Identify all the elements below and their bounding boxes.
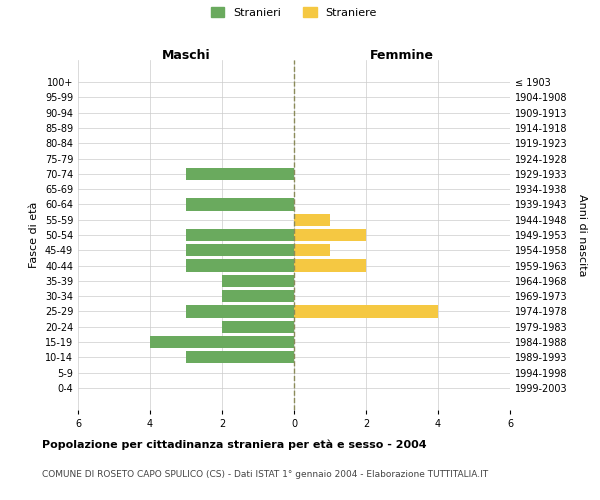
Text: Femmine: Femmine [370, 49, 434, 62]
Bar [186, 244, 294, 256]
Bar [294, 214, 330, 226]
Bar [186, 198, 294, 210]
Y-axis label: Fasce di età: Fasce di età [29, 202, 39, 268]
Bar [186, 168, 294, 180]
Y-axis label: Anni di nascita: Anni di nascita [577, 194, 587, 276]
Bar [294, 244, 330, 256]
Bar [186, 352, 294, 364]
Bar [186, 260, 294, 272]
Text: Popolazione per cittadinanza straniera per età e sesso - 2004: Popolazione per cittadinanza straniera p… [42, 440, 427, 450]
Text: COMUNE DI ROSETO CAPO SPULICO (CS) - Dati ISTAT 1° gennaio 2004 - Elaborazione T: COMUNE DI ROSETO CAPO SPULICO (CS) - Dat… [42, 470, 488, 479]
Bar [186, 229, 294, 241]
Text: Maschi: Maschi [161, 49, 211, 62]
Bar [186, 306, 294, 318]
Bar [222, 275, 294, 287]
Bar [222, 320, 294, 333]
Bar [294, 260, 366, 272]
Bar [222, 290, 294, 302]
Bar [294, 306, 438, 318]
Bar [150, 336, 294, 348]
Legend: Stranieri, Straniere: Stranieri, Straniere [206, 2, 382, 22]
Bar [294, 229, 366, 241]
